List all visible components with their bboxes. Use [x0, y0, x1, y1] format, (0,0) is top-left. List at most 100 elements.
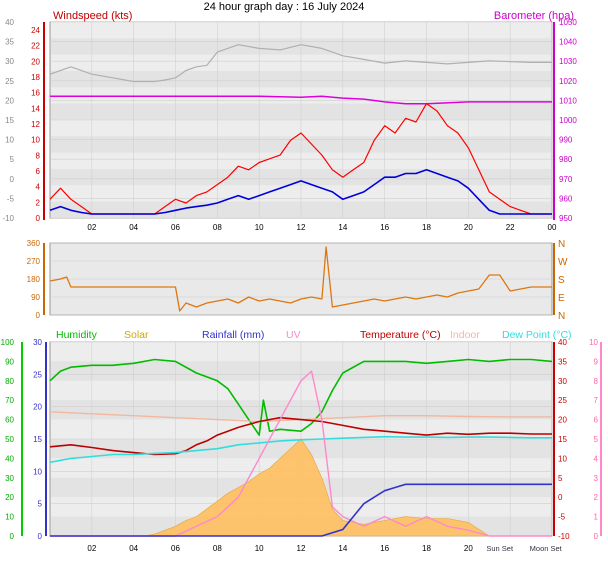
baro-tick: 970 [559, 175, 573, 184]
environment-series [49, 358, 553, 537]
wind-x-tick: 00 [548, 223, 557, 232]
legend-dew: Dew Point (°C) [502, 329, 572, 341]
wind-x-tick: 10 [255, 223, 264, 232]
environment-x-tick: 16 [380, 544, 389, 553]
temperature-trace-line [49, 44, 552, 83]
uv-tick: 5 [594, 435, 599, 444]
direction-series [49, 246, 552, 312]
rainfall-tick: 15 [33, 435, 42, 444]
environment-x-tick: 06 [171, 544, 180, 553]
temperature-tick: 20 [558, 416, 567, 425]
compass-tick: S [558, 275, 565, 286]
uv-tick: 2 [594, 493, 599, 502]
wind-x-tick: 16 [380, 223, 389, 232]
environment-x-tick: 18 [422, 544, 431, 553]
humidity-tick: 60 [5, 416, 14, 425]
environment-legend: Humidity Solar Rainfall (mm) UV Temperature … [56, 329, 572, 341]
temperature-tick: 10 [558, 454, 567, 463]
environment-x-tick: 14 [338, 544, 347, 553]
wind-x-tick: 20 [464, 223, 473, 232]
sunset-annotation: Sun Set [486, 544, 514, 553]
environment-annotations: Sun Set Moon Set [486, 544, 562, 553]
wind-direction-line [49, 246, 552, 312]
wind-x-tick: 04 [129, 223, 138, 232]
wind-tick-inner: 24 [31, 26, 40, 35]
wind-x-tick: 08 [213, 223, 222, 232]
temperature-tick: -5 [558, 513, 566, 522]
humidity-tick: 50 [5, 435, 14, 444]
environment-x-tick: 02 [87, 544, 96, 553]
rainfall-tick: 10 [33, 467, 42, 476]
wind-x-tick: 22 [506, 223, 515, 232]
rainfall-tick: 25 [33, 370, 42, 379]
wind-x-tick: 14 [338, 223, 347, 232]
legend-solar: Solar [124, 329, 149, 341]
baro-tick: 1020 [559, 77, 577, 86]
uv-tick: 3 [594, 474, 599, 483]
wind-tick-inner: 6 [36, 167, 41, 176]
uv-tick: 7 [594, 396, 599, 405]
rainfall-tick: 0 [38, 532, 43, 541]
rainfall-line [50, 483, 552, 537]
baro-tick: 1040 [559, 38, 577, 47]
wind-series [49, 44, 552, 215]
wind-x-tick: 18 [422, 223, 431, 232]
wind-axes: 4035302520151050-5-102422201816141210864… [2, 18, 577, 232]
wind-tick-outer: -5 [7, 194, 15, 203]
compass-tick: E [558, 293, 565, 304]
temperature-line [49, 416, 552, 456]
environment-x-tick: 20 [464, 544, 473, 553]
wind-tick-inner: 2 [36, 198, 41, 207]
environment-x-tick: 10 [255, 544, 264, 553]
humidity-tick: 10 [5, 513, 14, 522]
temperature-tick: 5 [558, 474, 563, 483]
direction-tick: 90 [31, 293, 40, 302]
humidity-tick: 100 [1, 338, 15, 347]
rainfall-tick: 20 [33, 403, 42, 412]
wind-tick-inner: 20 [31, 57, 40, 66]
wind-tick-inner: 14 [31, 104, 40, 113]
wind-tick-outer: 5 [10, 155, 15, 164]
direction-axes: 360 N 270 W 180 S 90 E 0 N [27, 239, 568, 322]
environment-x-tick: 12 [297, 544, 306, 553]
direction-tick: 0 [36, 311, 41, 320]
wind-tick-inner: 18 [31, 73, 40, 82]
wind-tick-outer: 10 [5, 136, 14, 145]
baro-tick: 1050 [559, 18, 577, 27]
uv-tick: 4 [594, 454, 599, 463]
humidity-tick: 40 [5, 454, 14, 463]
baro-tick: 960 [559, 194, 573, 203]
compass-tick: N [558, 311, 565, 322]
humidity-tick: 80 [5, 377, 14, 386]
direction-tick: 180 [27, 275, 41, 284]
baro-tick: 980 [559, 155, 573, 164]
temperature-tick: 35 [558, 357, 567, 366]
dew-point-line [49, 435, 552, 464]
wind-tick-outer: -10 [2, 214, 14, 223]
uv-tick: 1 [594, 513, 599, 522]
wind-right-label: Barometer (hpa) [494, 10, 574, 22]
humidity-tick: 30 [5, 474, 14, 483]
humidity-tick: 20 [5, 493, 14, 502]
uv-tick: 10 [589, 338, 598, 347]
wind-tick-inner: 16 [31, 89, 40, 98]
wind-tick-outer: 20 [5, 96, 14, 105]
humidity-tick: 0 [10, 532, 15, 541]
legend-indoor: Indoor [450, 329, 480, 341]
wind-tick-inner: 10 [31, 136, 40, 145]
wind-tick-inner: 12 [31, 120, 40, 129]
uv-line [50, 370, 552, 537]
baro-tick: 950 [559, 214, 573, 223]
rainfall-tick: 30 [33, 338, 42, 347]
barometer-line [50, 95, 552, 105]
direction-tick: 270 [27, 257, 41, 266]
humidity-tick: 70 [5, 396, 14, 405]
wind-tick-inner: 4 [36, 183, 41, 192]
wind-x-tick: 02 [87, 223, 96, 232]
temperature-tick: 30 [558, 377, 567, 386]
baro-tick: 1000 [559, 116, 577, 125]
temperature-tick: 40 [558, 338, 567, 347]
uv-tick: 0 [594, 532, 599, 541]
environment-x-tick: 04 [129, 544, 138, 553]
chart-title: 24 hour graph day : 16 July 2024 [204, 1, 365, 13]
